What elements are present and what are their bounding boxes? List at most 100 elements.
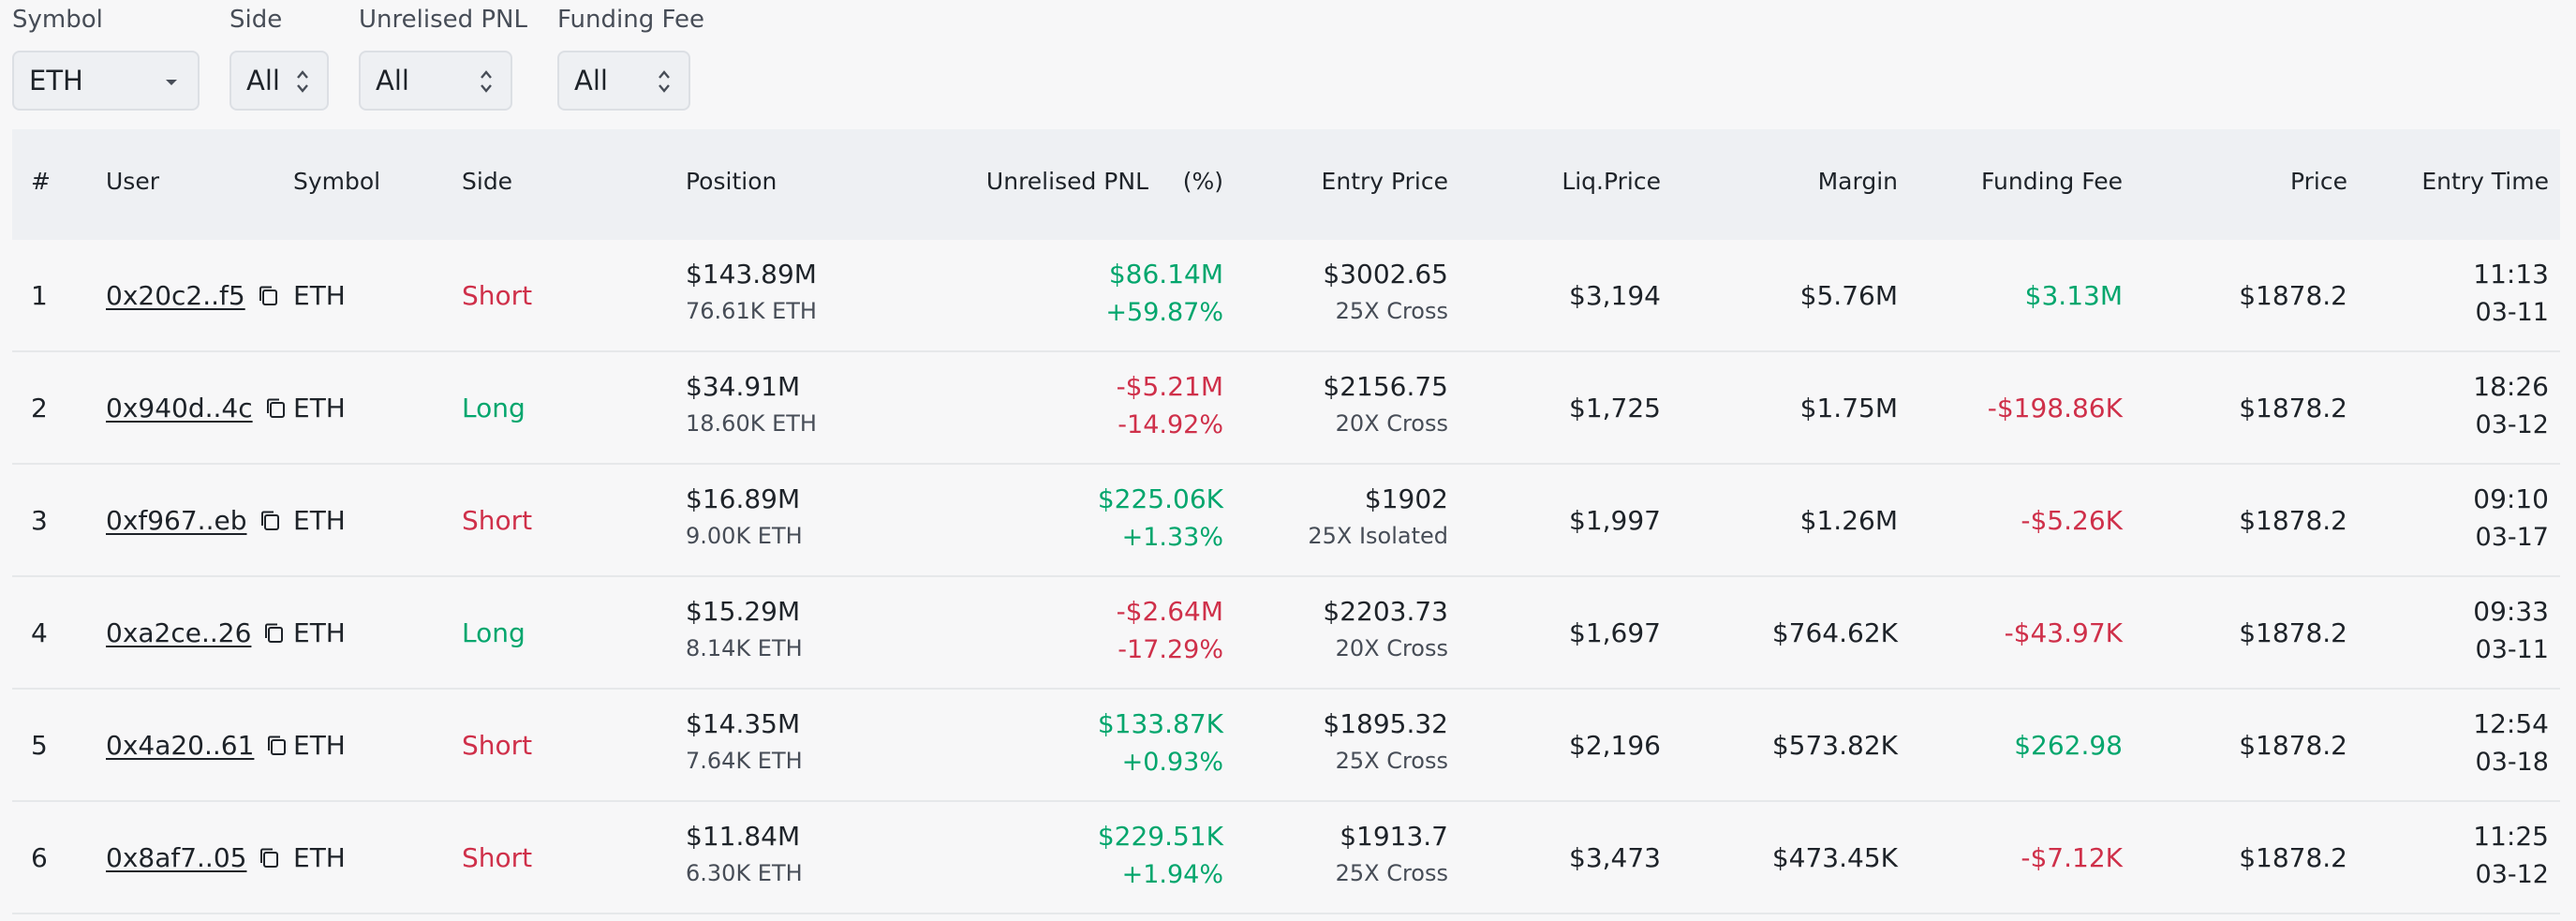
header-position: Position [686, 168, 777, 195]
symbol-select-value: ETH [29, 65, 83, 97]
row-entry-date: 03-11 [2475, 635, 2549, 664]
row-entry-time: 11:13 [2473, 259, 2549, 290]
header-entry-time: Entry Time [2421, 168, 2549, 195]
user-address-link[interactable]: 0xa2ce..26 [106, 617, 287, 648]
pnl-filter: Unrelised PNL All [359, 0, 527, 122]
row-position-size: 6.30K ETH [686, 860, 803, 886]
header-symbol: Symbol [293, 168, 381, 195]
row-price: $1878.2 [2239, 393, 2347, 423]
row-margin: $1.26M [1799, 505, 1898, 536]
row-num: 5 [31, 730, 48, 761]
row-leverage: 20X Cross [1335, 410, 1448, 437]
row-margin: $5.76M [1799, 280, 1898, 311]
row-pnl-pct: +0.93% [1121, 748, 1223, 777]
fee-select-value: All [574, 65, 608, 97]
header-pnl: Unrelised PNL [985, 168, 1148, 195]
row-side: Short [462, 280, 533, 311]
row-funding-fee: -$5.26K [2021, 505, 2123, 536]
row-liq-price: $3,194 [1569, 280, 1661, 311]
pnl-select[interactable]: All [359, 51, 512, 111]
row-position-value: $143.89M [686, 259, 817, 290]
row-funding-fee: $262.98 [2014, 730, 2123, 761]
user-address: 0x940d..4c [106, 393, 253, 423]
up-down-chevron-icon [479, 67, 494, 97]
table-body: 1 0x20c2..f5 ETH Short $143.89M 76.61K E… [12, 240, 2560, 914]
copy-icon[interactable] [262, 621, 287, 646]
row-pnl-pct: +1.94% [1121, 860, 1223, 889]
row-side: Long [462, 393, 526, 423]
user-address-link[interactable]: 0xf967..eb [106, 505, 283, 536]
row-leverage: 25X Cross [1335, 748, 1448, 774]
copy-icon[interactable] [257, 284, 281, 308]
row-symbol: ETH [293, 842, 346, 873]
user-address-link[interactable]: 0x940d..4c [106, 393, 289, 423]
row-entry-time: 18:26 [2473, 371, 2549, 402]
row-entry-price: $1895.32 [1323, 708, 1448, 739]
table-row: 6 0x8af7..05 ETH Short $11.84M 6.30K ETH… [12, 802, 2560, 914]
row-funding-fee: -$7.12K [2021, 842, 2123, 873]
row-entry-price: $1913.7 [1340, 821, 1448, 852]
side-select[interactable]: All [229, 51, 329, 111]
fee-select[interactable]: All [557, 51, 690, 111]
row-position-size: 76.61K ETH [686, 298, 817, 324]
side-select-value: All [246, 65, 280, 97]
row-pnl: $229.51K [1097, 821, 1223, 852]
header-price: Price [2290, 168, 2347, 195]
copy-icon[interactable] [258, 846, 282, 870]
user-address-link[interactable]: 0x8af7..05 [106, 842, 282, 873]
row-entry-price: $2203.73 [1323, 596, 1448, 627]
row-liq-price: $3,473 [1569, 842, 1661, 873]
row-margin: $764.62K [1771, 617, 1898, 648]
row-funding-fee: -$198.86K [1987, 393, 2123, 423]
row-liq-price: $1,697 [1569, 617, 1661, 648]
row-entry-price: $1902 [1364, 483, 1448, 514]
copy-icon[interactable] [265, 734, 289, 758]
row-position-value: $16.89M [686, 483, 801, 514]
row-margin: $1.75M [1799, 393, 1898, 423]
row-entry-price: $2156.75 [1323, 371, 1448, 402]
row-margin: $473.45K [1771, 842, 1898, 873]
row-pnl: -$2.64M [1116, 596, 1223, 627]
row-entry-date: 03-17 [2475, 523, 2549, 552]
row-liq-price: $1,725 [1569, 393, 1661, 423]
caret-down-icon [166, 80, 177, 85]
copy-icon[interactable] [259, 509, 283, 533]
user-address-link[interactable]: 0x20c2..f5 [106, 280, 281, 311]
row-entry-time: 12:54 [2473, 708, 2549, 739]
row-price: $1878.2 [2239, 280, 2347, 311]
table-row: 4 0xa2ce..26 ETH Long $15.29M 8.14K ETH … [12, 577, 2560, 690]
positions-table: # User Symbol Side Position Unrelised PN… [12, 129, 2560, 914]
row-symbol: ETH [293, 505, 346, 536]
symbol-filter: Symbol ETH [12, 0, 200, 122]
copy-icon[interactable] [264, 396, 289, 421]
table-header: # User Symbol Side Position Unrelised PN… [12, 129, 2560, 240]
side-filter: Side All [229, 0, 329, 122]
user-address: 0x20c2..f5 [106, 280, 245, 311]
up-down-chevron-icon [657, 67, 672, 97]
user-address: 0xf967..eb [106, 505, 247, 536]
row-symbol: ETH [293, 730, 346, 761]
row-num: 1 [31, 280, 48, 311]
row-entry-time: 09:10 [2473, 483, 2549, 514]
table-row: 2 0x940d..4c ETH Long $34.91M 18.60K ETH… [12, 352, 2560, 465]
filter-bar: Symbol ETH Side All Unrelised PNL All Fu… [12, 0, 704, 122]
row-funding-fee: -$43.97K [2004, 617, 2123, 648]
row-leverage: 25X Isolated [1308, 523, 1448, 549]
row-position-value: $11.84M [686, 821, 801, 852]
row-price: $1878.2 [2239, 842, 2347, 873]
row-funding-fee: $3.13M [2024, 280, 2123, 311]
row-price: $1878.2 [2239, 505, 2347, 536]
user-address: 0x4a20..61 [106, 730, 255, 761]
row-price: $1878.2 [2239, 730, 2347, 761]
user-address-link[interactable]: 0x4a20..61 [106, 730, 289, 761]
row-symbol: ETH [293, 280, 346, 311]
up-down-chevron-icon [295, 67, 310, 97]
fee-filter: Funding Fee All [557, 0, 704, 122]
row-entry-time: 09:33 [2473, 596, 2549, 627]
row-position-value: $34.91M [686, 371, 801, 402]
row-side: Short [462, 842, 533, 873]
symbol-select[interactable]: ETH [12, 51, 200, 111]
row-leverage: 20X Cross [1335, 635, 1448, 661]
row-symbol: ETH [293, 393, 346, 423]
row-side: Short [462, 505, 533, 536]
